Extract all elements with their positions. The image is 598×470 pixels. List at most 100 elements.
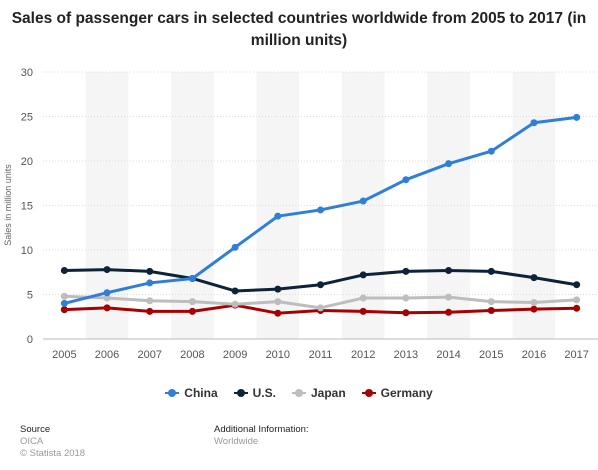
data-point[interactable] [530, 305, 538, 313]
data-point[interactable] [146, 307, 154, 315]
legend-label: Japan [310, 386, 346, 400]
x-tick-label: 2017 [564, 349, 588, 361]
data-point[interactable] [274, 309, 282, 317]
y-tick-label: 15 [21, 201, 33, 213]
data-point[interactable] [274, 285, 282, 293]
x-tick-label: 2007 [137, 349, 161, 361]
data-point[interactable] [231, 243, 239, 251]
x-tick-label: 2016 [522, 349, 546, 361]
data-point[interactable] [402, 176, 410, 184]
data-point[interactable] [188, 274, 196, 282]
data-point[interactable] [359, 197, 367, 205]
data-point[interactable] [317, 304, 324, 312]
data-point[interactable] [359, 307, 367, 315]
x-tick-label: 2009 [223, 349, 247, 361]
data-point[interactable] [103, 304, 111, 312]
data-point[interactable] [146, 267, 154, 275]
data-point[interactable] [60, 306, 68, 314]
data-point[interactable] [60, 299, 68, 307]
data-point[interactable] [359, 294, 367, 302]
info-value: Worldwide [214, 436, 259, 447]
legend-label: China [184, 386, 218, 400]
data-point[interactable] [573, 281, 581, 289]
grid-lines [43, 71, 598, 340]
y-tick-label: 0 [27, 334, 33, 346]
data-point[interactable] [60, 266, 68, 274]
data-point[interactable] [445, 266, 453, 274]
y-tick-label: 20 [21, 156, 33, 168]
x-tick-label: 2014 [436, 349, 460, 361]
data-point[interactable] [530, 274, 538, 282]
source-heading: Source [20, 424, 51, 435]
legend-item[interactable]: Germany [361, 386, 433, 400]
source-name[interactable]: OICA [20, 436, 44, 447]
x-tick-label: 2006 [95, 349, 119, 361]
legend-marker-icon [361, 388, 376, 398]
data-point[interactable] [146, 297, 154, 305]
data-point[interactable] [317, 281, 324, 289]
data-point[interactable] [445, 293, 453, 301]
x-tick-label: 2015 [479, 349, 503, 361]
data-point[interactable] [573, 113, 581, 121]
data-point[interactable] [487, 307, 495, 315]
y-tick-label: 10 [21, 245, 33, 257]
data-point[interactable] [573, 296, 581, 304]
additional-info-block: Additional Information: Worldwide [214, 424, 309, 448]
series-china [60, 113, 581, 307]
data-point[interactable] [487, 298, 495, 306]
data-point[interactable] [487, 267, 495, 275]
data-point[interactable] [445, 160, 453, 168]
data-point[interactable] [487, 147, 495, 155]
data-point[interactable] [188, 298, 196, 306]
x-tick-label: 2012 [351, 349, 375, 361]
data-point[interactable] [402, 267, 410, 275]
y-tick-label: 25 [21, 112, 33, 124]
data-point[interactable] [60, 292, 68, 300]
data-point[interactable] [445, 308, 453, 316]
series-u-s [60, 266, 581, 295]
data-point[interactable] [402, 309, 410, 317]
data-point[interactable] [274, 212, 282, 220]
data-point[interactable] [103, 294, 111, 302]
data-point[interactable] [274, 298, 282, 306]
data-point[interactable] [231, 287, 239, 295]
legend-marker-icon [165, 388, 180, 398]
data-point[interactable] [188, 307, 196, 315]
y-axis-label: Sales in million units [3, 164, 13, 246]
data-point[interactable] [359, 271, 367, 279]
legend-item[interactable]: U.S. [233, 386, 276, 400]
column-band [512, 72, 556, 339]
legend-marker-icon [291, 388, 306, 398]
legend-label: Germany [380, 386, 433, 400]
y-tick-label: 5 [27, 290, 33, 302]
data-point[interactable] [573, 304, 581, 312]
data-point[interactable] [530, 119, 538, 127]
x-axis-ticks: 2005 2006 2007 2008 2009 2010 2011 2012 2013 2014… [52, 349, 589, 361]
x-tick-label: 2010 [266, 349, 290, 361]
legend: China U.S. Japan Germany [0, 386, 598, 400]
x-tick-label: 2005 [52, 349, 76, 361]
data-point[interactable] [103, 266, 111, 274]
series-japan [60, 292, 581, 312]
legend-item[interactable]: China [165, 386, 218, 400]
x-tick-label: 2013 [394, 349, 418, 361]
y-axis-ticks: 0 5 10 15 20 25 30 [21, 67, 33, 346]
x-tick-label: 2011 [309, 349, 333, 361]
legend-marker-icon [233, 388, 248, 398]
data-point[interactable] [103, 289, 111, 297]
legend-label: U.S. [252, 386, 276, 400]
data-point[interactable] [317, 206, 324, 214]
y-tick-label: 30 [21, 67, 33, 79]
data-point[interactable] [146, 279, 154, 287]
series-lines [60, 113, 581, 317]
data-point[interactable] [402, 294, 410, 302]
source-block: Source OICA © Statista 2018 [20, 424, 85, 460]
legend-item[interactable]: Japan [291, 386, 346, 400]
info-heading: Additional Information: [214, 424, 309, 435]
data-point[interactable] [530, 299, 538, 307]
data-point[interactable] [231, 300, 239, 308]
x-tick-label: 2008 [180, 349, 204, 361]
copyright[interactable]: © Statista 2018 [20, 448, 86, 459]
chart-title: Sales of passenger cars in selected coun… [11, 10, 587, 49]
